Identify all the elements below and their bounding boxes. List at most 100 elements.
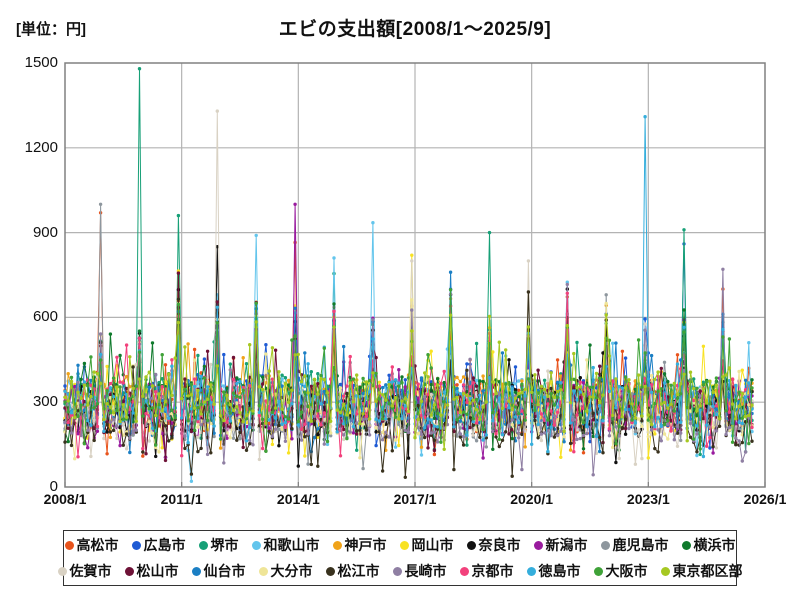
data-point: [244, 413, 249, 418]
data-point: [439, 381, 443, 386]
data-point: [458, 415, 463, 419]
data-point: [296, 464, 300, 468]
data-point: [500, 438, 505, 442]
data-point: [322, 411, 326, 415]
data-point: [303, 422, 307, 426]
data-point: [192, 384, 197, 389]
data-point: [568, 421, 573, 425]
data-point: [267, 418, 271, 422]
data-point: [662, 360, 667, 364]
data-point: [393, 445, 398, 449]
data-point: [329, 431, 333, 435]
data-point: [283, 376, 288, 380]
data-point: [374, 355, 378, 360]
data-point: [108, 435, 113, 440]
data-point: [205, 452, 210, 457]
data-point: [562, 440, 566, 444]
data-point: [575, 398, 579, 402]
data-point: [679, 382, 683, 386]
data-point: [118, 353, 122, 358]
data-point: [377, 391, 382, 395]
data-point: [666, 406, 670, 410]
data-point: [555, 433, 560, 438]
data-point: [76, 414, 80, 419]
data-point: [319, 402, 323, 406]
data-point: [669, 383, 673, 387]
data-point: [461, 383, 466, 387]
data-point: [290, 338, 294, 342]
data-point: [491, 350, 495, 354]
data-point: [251, 416, 255, 421]
data-point: [539, 412, 544, 416]
data-point: [478, 379, 482, 383]
legend-dot-icon: [124, 566, 134, 576]
data-point: [604, 313, 608, 317]
data-point: [419, 432, 424, 437]
data-point: [235, 401, 239, 405]
data-point: [154, 413, 158, 418]
data-point: [374, 426, 378, 430]
data-point: [241, 388, 245, 392]
data-point: [183, 434, 187, 439]
data-point: [724, 432, 728, 437]
data-point: [419, 413, 424, 418]
data-point: [643, 115, 647, 119]
data-point: [342, 394, 346, 398]
data-point: [675, 431, 680, 435]
data-point: [306, 432, 310, 436]
data-point: [364, 428, 369, 432]
data-point: [662, 372, 667, 376]
data-point: [309, 370, 313, 374]
data-point: [316, 427, 320, 431]
data-point: [617, 456, 621, 461]
data-point: [180, 416, 184, 420]
data-point: [390, 404, 394, 408]
data-point: [277, 370, 281, 374]
data-point: [497, 444, 501, 449]
data-point: [299, 438, 304, 442]
data-point: [312, 377, 317, 381]
data-point: [202, 400, 207, 404]
data-point: [196, 435, 200, 439]
data-point: [215, 321, 219, 325]
data-point: [523, 397, 527, 401]
data-point: [708, 379, 712, 383]
data-point: [471, 423, 475, 427]
data-point: [627, 404, 631, 408]
data-point: [578, 380, 582, 384]
legend-item-4: 和歌山市: [251, 535, 320, 555]
data-point: [170, 436, 174, 440]
data-point: [397, 417, 401, 421]
data-point: [465, 362, 469, 366]
data-point: [585, 409, 589, 413]
data-point: [66, 439, 70, 444]
legend-label: 京都市: [471, 563, 514, 579]
data-point: [601, 415, 605, 419]
data-point: [348, 411, 352, 415]
data-point: [371, 221, 375, 225]
data-point: [471, 433, 475, 437]
data-point: [160, 416, 164, 421]
data-point: [685, 405, 689, 410]
data-point: [559, 384, 563, 388]
data-point: [238, 395, 242, 399]
data-point: [432, 448, 437, 453]
data-point: [581, 392, 586, 396]
data-point: [442, 390, 446, 394]
data-point: [202, 357, 207, 361]
data-point: [552, 395, 557, 400]
data-point: [222, 429, 226, 433]
data-point: [685, 426, 689, 431]
y-tick-label: 600: [32, 308, 58, 326]
data-point: [69, 411, 74, 415]
data-point: [342, 422, 346, 426]
data-point: [69, 413, 74, 417]
data-point: [403, 428, 407, 433]
data-point: [218, 446, 223, 450]
data-point: [82, 408, 87, 412]
data-point: [717, 424, 722, 428]
data-point: [555, 405, 560, 409]
data-point: [743, 395, 748, 400]
data-point: [721, 327, 725, 332]
data-point: [257, 410, 262, 415]
